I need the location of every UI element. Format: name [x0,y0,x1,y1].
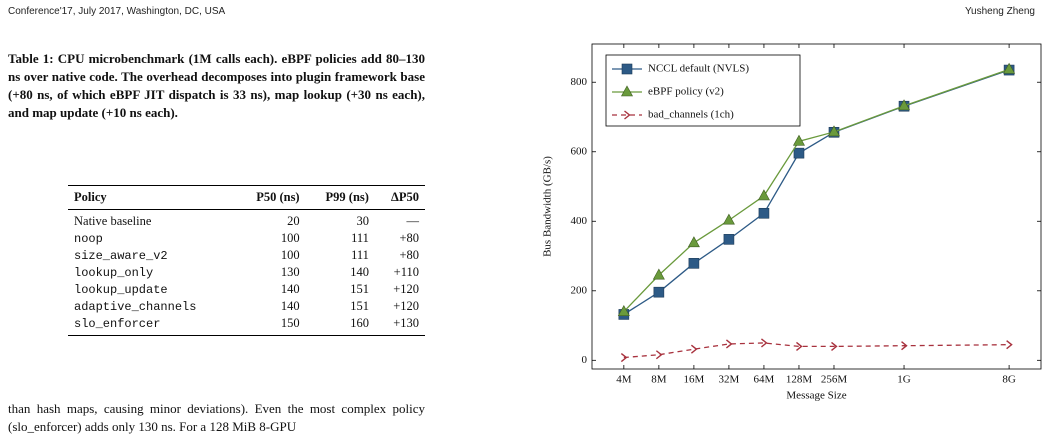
table-row: lookup_only 130 140 +110 [68,264,425,281]
x-tick-label: 4M [616,374,632,386]
y-tick-label: 0 [582,354,588,366]
table-row: slo_enforcer 150 160 +130 [68,315,425,336]
marker [653,286,665,298]
column-header: Policy [68,185,237,210]
x-axis-label: Message Size [786,390,846,402]
table-cell: slo_enforcer [68,315,237,336]
marker [723,234,735,245]
marker [796,341,803,351]
marker [1003,62,1016,74]
table-row: adaptive_channels 140 151 +120 [68,298,425,315]
marker [621,63,633,75]
column-header: P99 (ns) [305,185,375,210]
table-cell: lookup_only [74,265,154,280]
table-cell: 160 [305,315,375,336]
marker [624,110,631,120]
marker [725,339,733,349]
marker [758,207,770,219]
table-row: size_aware_v2 100 111 +80 [68,247,425,264]
marker [898,99,911,111]
marker [690,344,698,354]
table-caption: Table 1: CPU microbenchmark (1M calls ea… [8,51,425,120]
table-cell: +110 [393,265,419,279]
marker [831,341,838,351]
series-line [623,342,1010,359]
marker [652,268,665,280]
marker [1006,340,1013,350]
table-cell: lookup_update [74,282,168,297]
chart: 0 200 400 600 800 4M 8M 16M 32M 64M 128M 256M 1G 8G Me… [542,43,1042,402]
x-tick-label: 1G [897,374,911,386]
y-tick-label: 400 [571,215,588,227]
table-cell: +120 [393,299,419,313]
table: Policy P50 (ns) P99 (ns) ΔP50 Native baselin… [68,185,425,336]
table-row: noop 100 111 +80 [68,230,425,247]
marker [688,258,700,269]
marker [827,125,840,137]
legend: NCCL default (NVLS) eBPF policy (v2) bad_c… [605,54,801,127]
y-tick-label: 800 [571,76,588,88]
marker [793,147,805,159]
marker [757,189,770,201]
table-cell: 111 [351,231,369,245]
table-row: lookup_update 140 151 +120 [68,281,425,298]
marker [722,213,735,225]
table-cell: adaptive_channels [74,299,197,314]
x-tick-label: 256M [821,374,848,386]
table-cell: size_aware_v2 [74,248,168,263]
table-cell: — [406,214,420,228]
x-tick-label: 16M [683,374,704,386]
marker [617,305,630,316]
marker [687,236,700,248]
table-cell: 140 [280,299,300,313]
table-cell: 151 [350,299,369,313]
table-cell: 30 [356,214,369,228]
table-cell: Native baseline [74,214,152,228]
y-tick-label: 600 [571,145,588,157]
x-tick-label: 8G [1002,374,1016,386]
column-header: P50 (ns) [236,185,306,210]
legend-label: eBPF policy (v2) [648,86,724,98]
marker [620,352,628,363]
table-cell: 20 [287,214,300,228]
running-header-right: Yusheng Zheng [964,6,1035,17]
table-cell: 140 [350,265,369,279]
table-cell: +80 [399,248,419,262]
marker [620,85,634,97]
x-tick-label: 128M [786,374,813,386]
table-cell: 150 [236,315,306,336]
plot-frame [591,43,1042,370]
legend-label: bad_channels (1ch) [648,109,734,121]
marker [792,134,805,146]
marker [901,341,908,351]
table-cell: +120 [393,282,419,296]
body-text: than hash maps, causing minor deviations… [8,401,425,434]
x-tick-label: 32M [719,374,740,386]
x-tick-label: 8M [651,374,667,386]
table-cell: 100 [280,231,300,245]
table-cell: 100 [280,248,300,262]
marker [761,338,768,348]
legend-label: NCCL default (NVLS) [648,63,749,75]
y-tick-label: 200 [571,284,588,296]
table-cell: 140 [280,282,300,296]
legend-box [605,54,801,127]
column-header: ΔP50 [374,185,425,210]
table-cell: 111 [351,248,369,262]
table-cell: noop [74,231,103,246]
table-row: Native baseline 20 30 — [68,210,425,231]
table-cell: +130 [374,315,425,336]
table-cell: 151 [350,282,369,296]
y-axis-label: Bus Bandwidth (GB/s) [542,156,554,257]
running-header-left: Conference'17, July 2017, Washington, DC… [8,6,226,17]
table-cell: 130 [280,265,300,279]
table-cell: +80 [399,231,419,245]
marker [655,350,663,360]
x-tick-label: 64M [754,374,775,386]
